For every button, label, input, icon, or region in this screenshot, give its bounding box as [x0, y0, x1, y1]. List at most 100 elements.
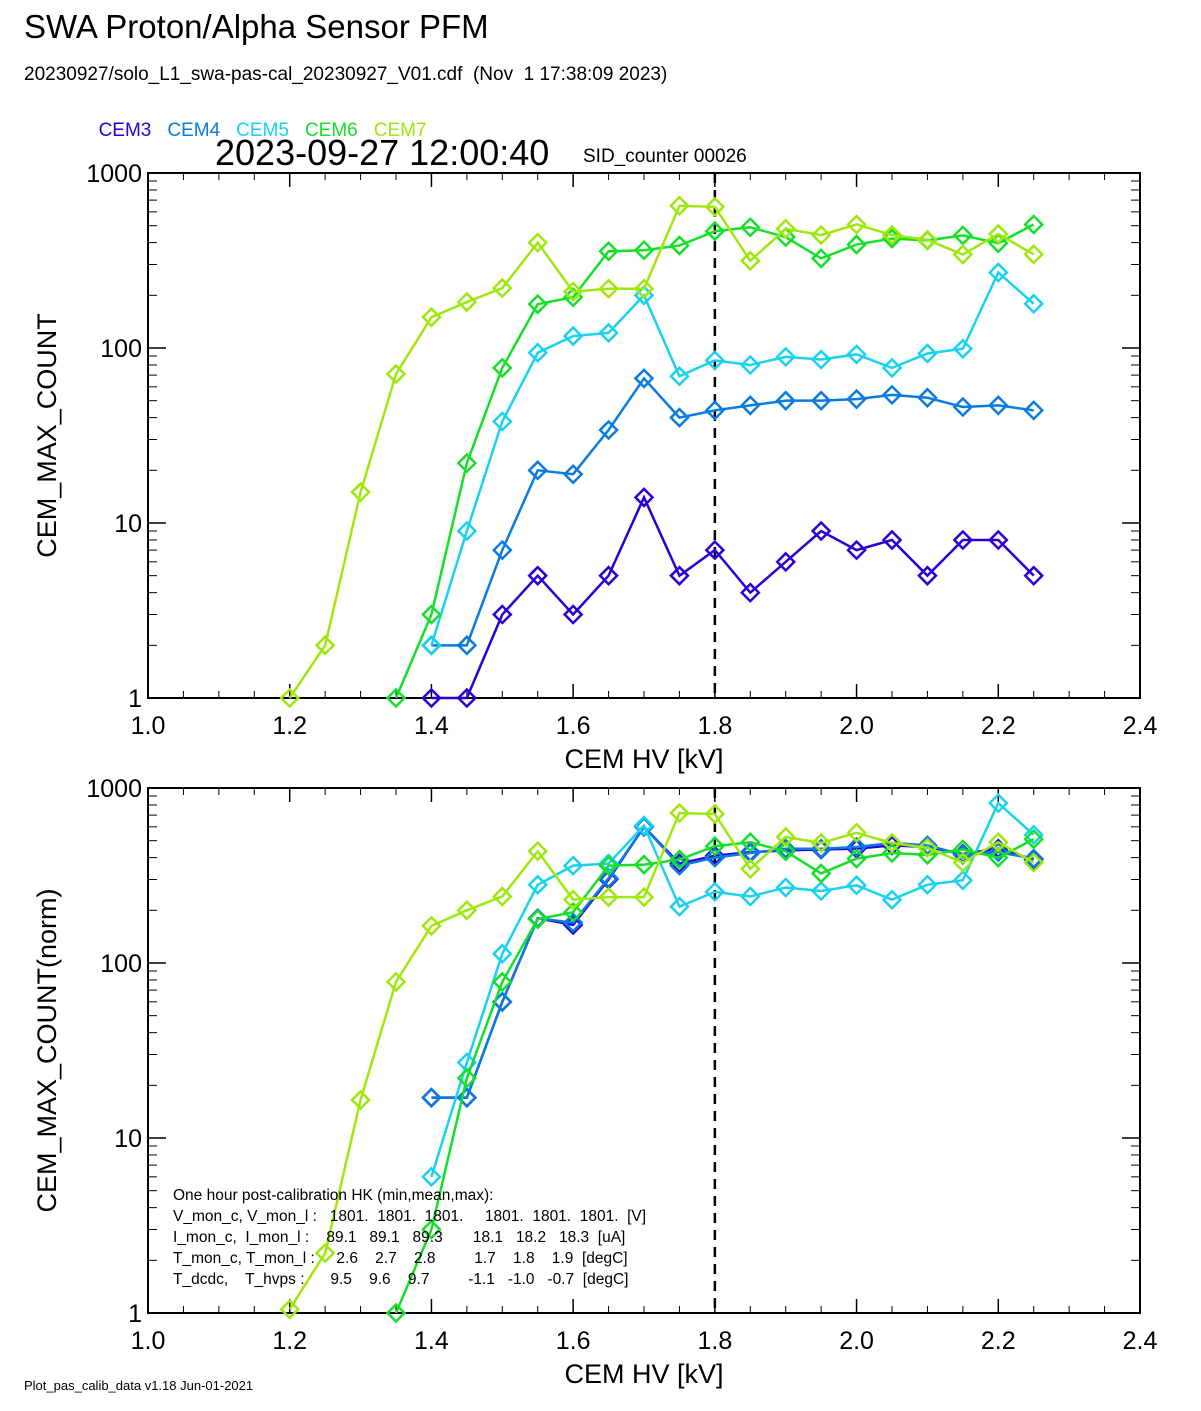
data-point-cem4: [775, 390, 796, 411]
data-point-cem7: [704, 803, 726, 825]
data-point-cem6: [633, 854, 655, 875]
x-tick-label: 2.2: [981, 1327, 1016, 1355]
hk-box-line: I_mon_c, I_mon_l : 89.1 89.1 89.3 18.1 1…: [173, 1229, 625, 1246]
data-point-cem4: [456, 635, 478, 656]
data-point-cem5: [846, 875, 867, 896]
data-point-cem4: [456, 1087, 478, 1108]
x-tick-label: 1.0: [131, 712, 166, 740]
data-point-cem3: [952, 529, 974, 551]
data-point-cem5: [952, 869, 974, 891]
data-point-cem5: [810, 349, 832, 370]
data-point-cem6: [704, 220, 726, 242]
data-point-cem3: [527, 565, 548, 586]
data-point-cem6: [810, 863, 832, 884]
x-tick-label: 1.4: [414, 712, 449, 740]
data-point-cem4: [917, 387, 938, 408]
x-tick-label: 1.8: [697, 1327, 732, 1355]
hk-box-title: One hour post-calibration HK (min,mean,m…: [173, 1187, 493, 1204]
data-point-cem4: [669, 407, 690, 428]
data-point-cem5: [527, 342, 548, 363]
data-point-cem7: [279, 687, 300, 709]
plot-frame: [147, 172, 1141, 699]
data-point-cem6: [633, 239, 655, 261]
footer-version: Plot_pas_calib_data v1.18 Jun-01-2021: [24, 1378, 254, 1393]
series-line-cem3: [431, 824, 1035, 1099]
data-point-cem7: [421, 915, 442, 937]
data-point-cem6: [527, 293, 548, 315]
data-point-cem7: [846, 822, 867, 844]
y-tick-label: 100: [100, 335, 142, 363]
data-point-cem7: [598, 278, 619, 300]
data-point-cem7: [633, 886, 655, 908]
data-point-cem3: [492, 604, 513, 625]
data-point-cem3: [846, 539, 867, 561]
data-point-cem5: [740, 354, 761, 376]
data-point-cem7: [456, 900, 478, 921]
x-tick-label: 2.4: [1123, 1327, 1158, 1355]
data-point-cem3: [669, 565, 690, 586]
data-point-cem6: [385, 1302, 407, 1324]
timestamp: 2023-09-27 12:00:40: [215, 132, 550, 173]
legend: CEM3 CEM4 CEM5 CEM6 CEM7: [88, 98, 443, 142]
y-tick-label: 1000: [86, 160, 142, 188]
data-point-cem6: [492, 357, 513, 379]
data-point-cem6: [598, 241, 619, 262]
data-point-cem3: [881, 529, 903, 551]
data-point-cem4: [704, 400, 726, 421]
data-point-cem6: [952, 839, 974, 860]
data-point-cem3: [704, 539, 726, 561]
data-point-cem7: [881, 224, 903, 246]
data-point-cem7: [1023, 852, 1044, 873]
data-point-cem3: [598, 565, 619, 586]
data-point-cem5: [492, 943, 513, 964]
data-point-cem5: [598, 853, 619, 874]
data-point-cem3: [775, 551, 796, 573]
data-point-cem6: [456, 1067, 478, 1089]
data-point-cem3: [917, 565, 938, 586]
data-point-cem5: [598, 322, 619, 344]
data-point-cem7: [669, 195, 690, 217]
data-point-cem7: [846, 214, 867, 235]
data-point-cem6: [562, 901, 584, 923]
data-point-cem7: [669, 802, 690, 824]
data-point-cem4: [598, 867, 619, 889]
data-point-cem7: [881, 832, 903, 854]
legend-item-cem6: CEM6: [304, 120, 358, 141]
data-point-cem3: [810, 520, 832, 542]
data-point-cem7: [952, 244, 974, 265]
data-point-cem6: [598, 855, 619, 876]
data-point-cem5: [669, 365, 690, 387]
data-point-cem7: [279, 1299, 300, 1320]
x-tick-label: 1.4: [414, 1327, 449, 1355]
data-point-cem4: [952, 396, 974, 418]
x-tick-label: 2.0: [839, 712, 874, 740]
data-point-cem7: [385, 971, 407, 993]
data-point-cem5: [421, 635, 442, 656]
data-point-cem3: [704, 845, 726, 867]
y-tick-label: 10: [114, 510, 142, 538]
series-line-cem7: [288, 811, 1035, 1310]
data-point-cem5: [810, 880, 832, 902]
data-point-cem6: [704, 835, 726, 857]
data-point-cem6: [988, 847, 1009, 868]
data-point-cem6: [669, 235, 690, 256]
data-point-cem5: [988, 792, 1009, 814]
series-line-cem5: [430, 801, 1035, 1178]
data-point-cem7: [917, 837, 938, 859]
data-point-cem4: [810, 390, 832, 411]
data-point-cem6: [881, 842, 903, 864]
series-line-cem4: [431, 376, 1034, 647]
data-point-cem5: [562, 325, 584, 347]
data-point-cem4: [1023, 400, 1044, 421]
hk-box-line: T_dcdc, T_hvps : 9.5 9.6 9.7 -1.1 -1.0 -…: [173, 1271, 628, 1288]
x-tick-label: 1.8: [697, 712, 732, 740]
data-point-cem6: [1023, 214, 1044, 235]
y-tick-label: 1: [128, 1300, 142, 1328]
data-point-cem5: [456, 520, 478, 542]
y-axis-label: CEM_MAX_COUNT(norm): [32, 888, 62, 1212]
data-point-cem7: [1023, 244, 1044, 265]
hk-box-line: V_mon_c, V_mon_l : 1801. 1801. 1801. 180…: [173, 1208, 646, 1225]
data-point-cem4: [988, 841, 1009, 863]
data-point-cem5: [704, 350, 726, 371]
